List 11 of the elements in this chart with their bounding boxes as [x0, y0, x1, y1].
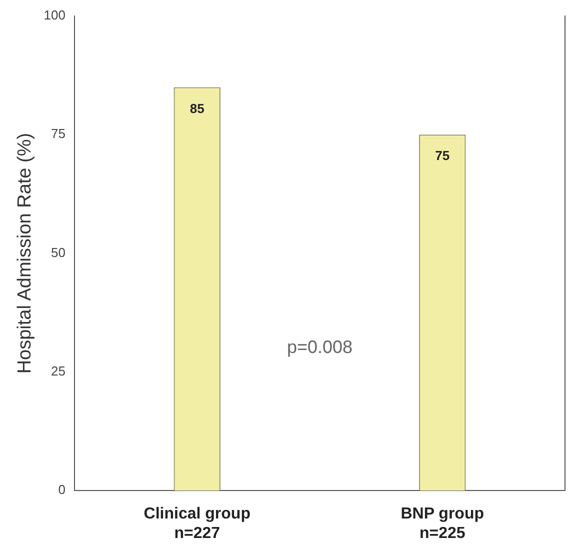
y-tick-label: 75 [51, 126, 66, 142]
data-label: 85 [190, 100, 204, 116]
y-tick-label: 25 [51, 364, 66, 379]
y-tick-label: 100 [44, 8, 66, 23]
annotation: p=0.008 [286, 337, 353, 358]
x-tick-label: BNP group n=225 [400, 506, 484, 542]
y-tick-label: 0 [58, 482, 66, 498]
data-label: 75 [435, 148, 450, 164]
x-tick-label: Clinical group n=227 [144, 506, 251, 542]
y-axis-title: Hospital Admission Rate (%) [14, 132, 36, 374]
y-tick-label: 50 [51, 244, 66, 260]
